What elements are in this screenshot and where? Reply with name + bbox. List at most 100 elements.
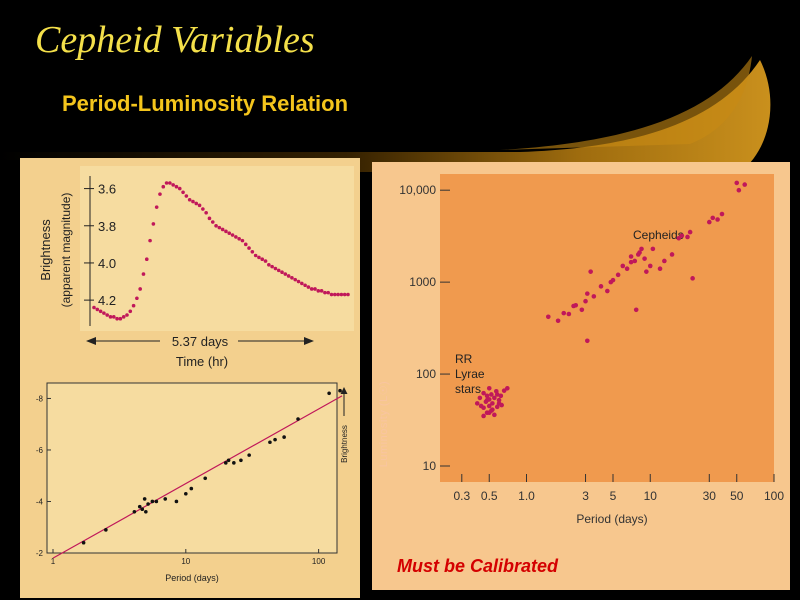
period-luminosity-panel: 10,000 1000 100 10 0.3 0.5 1.0 3 5 10 30 50 100 Lum… [372,162,790,590]
light-curve-point [273,266,278,271]
pl-ytick-label: 1000 [409,275,436,289]
rr-lyrae-point [492,412,497,418]
rr-lyrae-label-line1: RR [455,352,473,366]
pl-xlabel: Period (days) [576,512,647,526]
pl-ytick-label: 100 [416,367,436,381]
rr-lyrae-label-line3: stars [455,382,481,396]
light-curve-point [230,233,235,237]
light-curve-point [148,238,152,243]
light-curve-point [270,264,274,269]
light-curve-point [191,199,195,204]
rr-lyrae-point [492,395,497,401]
bw-point [268,440,272,445]
light-curve-point [329,292,334,297]
pl-xtick-label: 100 [764,489,784,503]
bw-point [150,499,155,504]
rr-lyrae-point [477,395,483,401]
cepheid-point [715,217,720,222]
light-curve-point [95,307,100,312]
cepheid-point [644,269,649,274]
light-curve-ytick-label: 4.0 [98,256,116,271]
light-curve-point [243,242,248,247]
light-curve-point [92,305,96,310]
light-curve-point [121,315,126,319]
light-curve-point [333,292,337,297]
light-curve-point [303,283,307,288]
light-curve-point [346,292,350,297]
light-curve-point [227,231,232,235]
calibration-callout: Must be Calibrated [397,556,559,576]
light-curve-point [184,194,189,198]
bw-point [338,388,342,393]
light-curve-xlabel: Time (hr) [176,354,228,369]
light-curve-ytick-label: 4.2 [98,293,116,308]
light-curve-point [174,184,179,189]
bw-point [144,509,148,514]
rr-lyrae-point [490,401,495,406]
light-curve-point [260,257,265,262]
light-curve-point [217,225,222,230]
light-curve-point [118,316,123,321]
bw-point [184,491,188,496]
cepheid-point [679,233,685,238]
light-curve-point [144,257,149,262]
light-curve-point [342,292,347,297]
bw-ytick-label: -8 [36,394,44,403]
light-curve-point [115,316,119,321]
cepheid-point [642,256,647,261]
bw-point [203,476,208,481]
pl-xtick-label: 0.3 [453,489,470,503]
light-curve-point [293,277,298,282]
cepheid-point [690,276,695,281]
light-curve-point [336,292,340,297]
bw-point [163,497,168,501]
cepheid-point [583,298,588,304]
rr-lyrae-point [484,397,490,403]
rr-lyrae-point [496,397,502,403]
light-curve-point [108,315,113,319]
bw-point [282,435,286,439]
light-curve-point [283,272,288,276]
cepheid-point [633,307,639,313]
bw-point [142,497,147,501]
light-curve-point [290,276,294,280]
cepheid-point [620,263,626,269]
bw-point [189,486,194,491]
light-curve-point [240,238,245,243]
light-curve-point [197,203,202,208]
cepheid-point [605,288,610,294]
light-curve-point [276,268,281,273]
bw-plot-frame [46,382,338,554]
light-curve-point [257,255,261,260]
bw-xlabel: Period (days) [165,573,219,583]
light-curve-point [316,289,321,293]
light-curve-point [128,309,133,314]
light-curve-point [158,192,162,196]
light-curve-plot-bg [80,166,354,331]
light-curve-ylabel: Brightness [38,219,53,281]
light-curve-point [309,287,314,291]
cepheid-point [632,258,638,264]
bw-point [232,461,236,465]
pl-xtick-label: 1.0 [518,489,535,503]
cepheid-point [637,250,642,255]
period-brightness-chart: -8 -6 -4 -2 1 10 100 Period (days) Brightness [36,382,349,583]
light-curve-point [339,292,344,297]
bw-xtick-label: 10 [181,557,190,566]
light-curve-point [154,205,159,209]
cepheid-point [657,266,663,271]
pl-xtick-label: 0.5 [481,489,498,503]
cepheid-point [561,310,567,316]
light-curve-point [125,313,129,317]
rr-lyrae-point [489,392,494,397]
cepheid-point [710,215,716,221]
rr-lyrae-point [498,393,504,399]
bw-point [296,417,300,421]
rr-lyrae-point [486,410,492,415]
light-curve-point [98,309,103,314]
light-curve-point [151,222,156,226]
rr-lyrae-point [501,388,507,393]
light-curve-point [111,315,116,319]
light-curve-point [210,220,215,224]
